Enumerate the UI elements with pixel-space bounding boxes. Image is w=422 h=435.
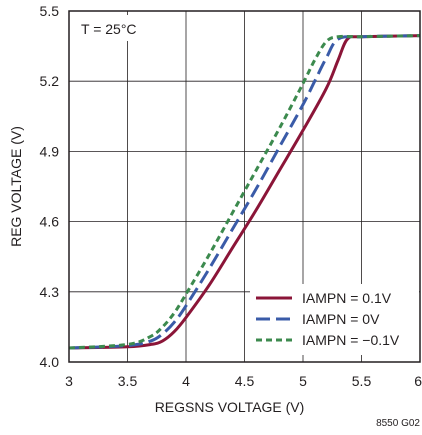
legend-label-2: IAMPN = 0V — [302, 311, 380, 327]
series-group — [68, 34, 421, 350]
x-tick-label: 5 — [299, 373, 307, 389]
y-tick-label: 5.2 — [40, 73, 60, 89]
x-axis-title: REGSNS VOLTAGE (V) — [155, 399, 305, 415]
series-line-3 — [68, 34, 421, 350]
y-tick-label: 4.6 — [40, 214, 60, 230]
x-tick-label: 3.5 — [118, 373, 138, 389]
grid — [69, 11, 420, 362]
x-tick-labels: 3 3.5 4 4.5 5 5.5 6 — [65, 373, 422, 389]
x-tick-label: 4 — [182, 373, 190, 389]
legend-label-3: IAMPN = −0.1V — [302, 332, 400, 348]
legend: IAMPN = 0.1V IAMPN = 0V IAMPN = −0.1V — [256, 290, 400, 348]
x-tick-label: 3 — [65, 373, 73, 389]
x-tick-label: 5.5 — [352, 373, 372, 389]
series-line-2 — [68, 34, 421, 350]
x-tick-label: 6 — [414, 373, 422, 389]
y-tick-label: 4.0 — [40, 354, 60, 370]
legend-label-1: IAMPN = 0.1V — [302, 290, 392, 306]
annotation-background — [73, 15, 157, 41]
y-tick-label: 4.9 — [40, 143, 60, 159]
figure-code: 8550 G02 — [376, 418, 420, 429]
y-tick-label: 5.5 — [40, 3, 60, 19]
temperature-annotation: T = 25°C — [81, 21, 137, 37]
y-tick-labels: 4.0 4.3 4.6 4.9 5.2 5.5 — [40, 3, 60, 370]
y-tick-label: 4.3 — [40, 284, 60, 300]
series-line-1 — [68, 34, 421, 350]
x-tick-label: 4.5 — [235, 373, 255, 389]
plot-frame — [68, 10, 421, 363]
y-axis-title: REG VOLTAGE (V) — [8, 126, 24, 247]
